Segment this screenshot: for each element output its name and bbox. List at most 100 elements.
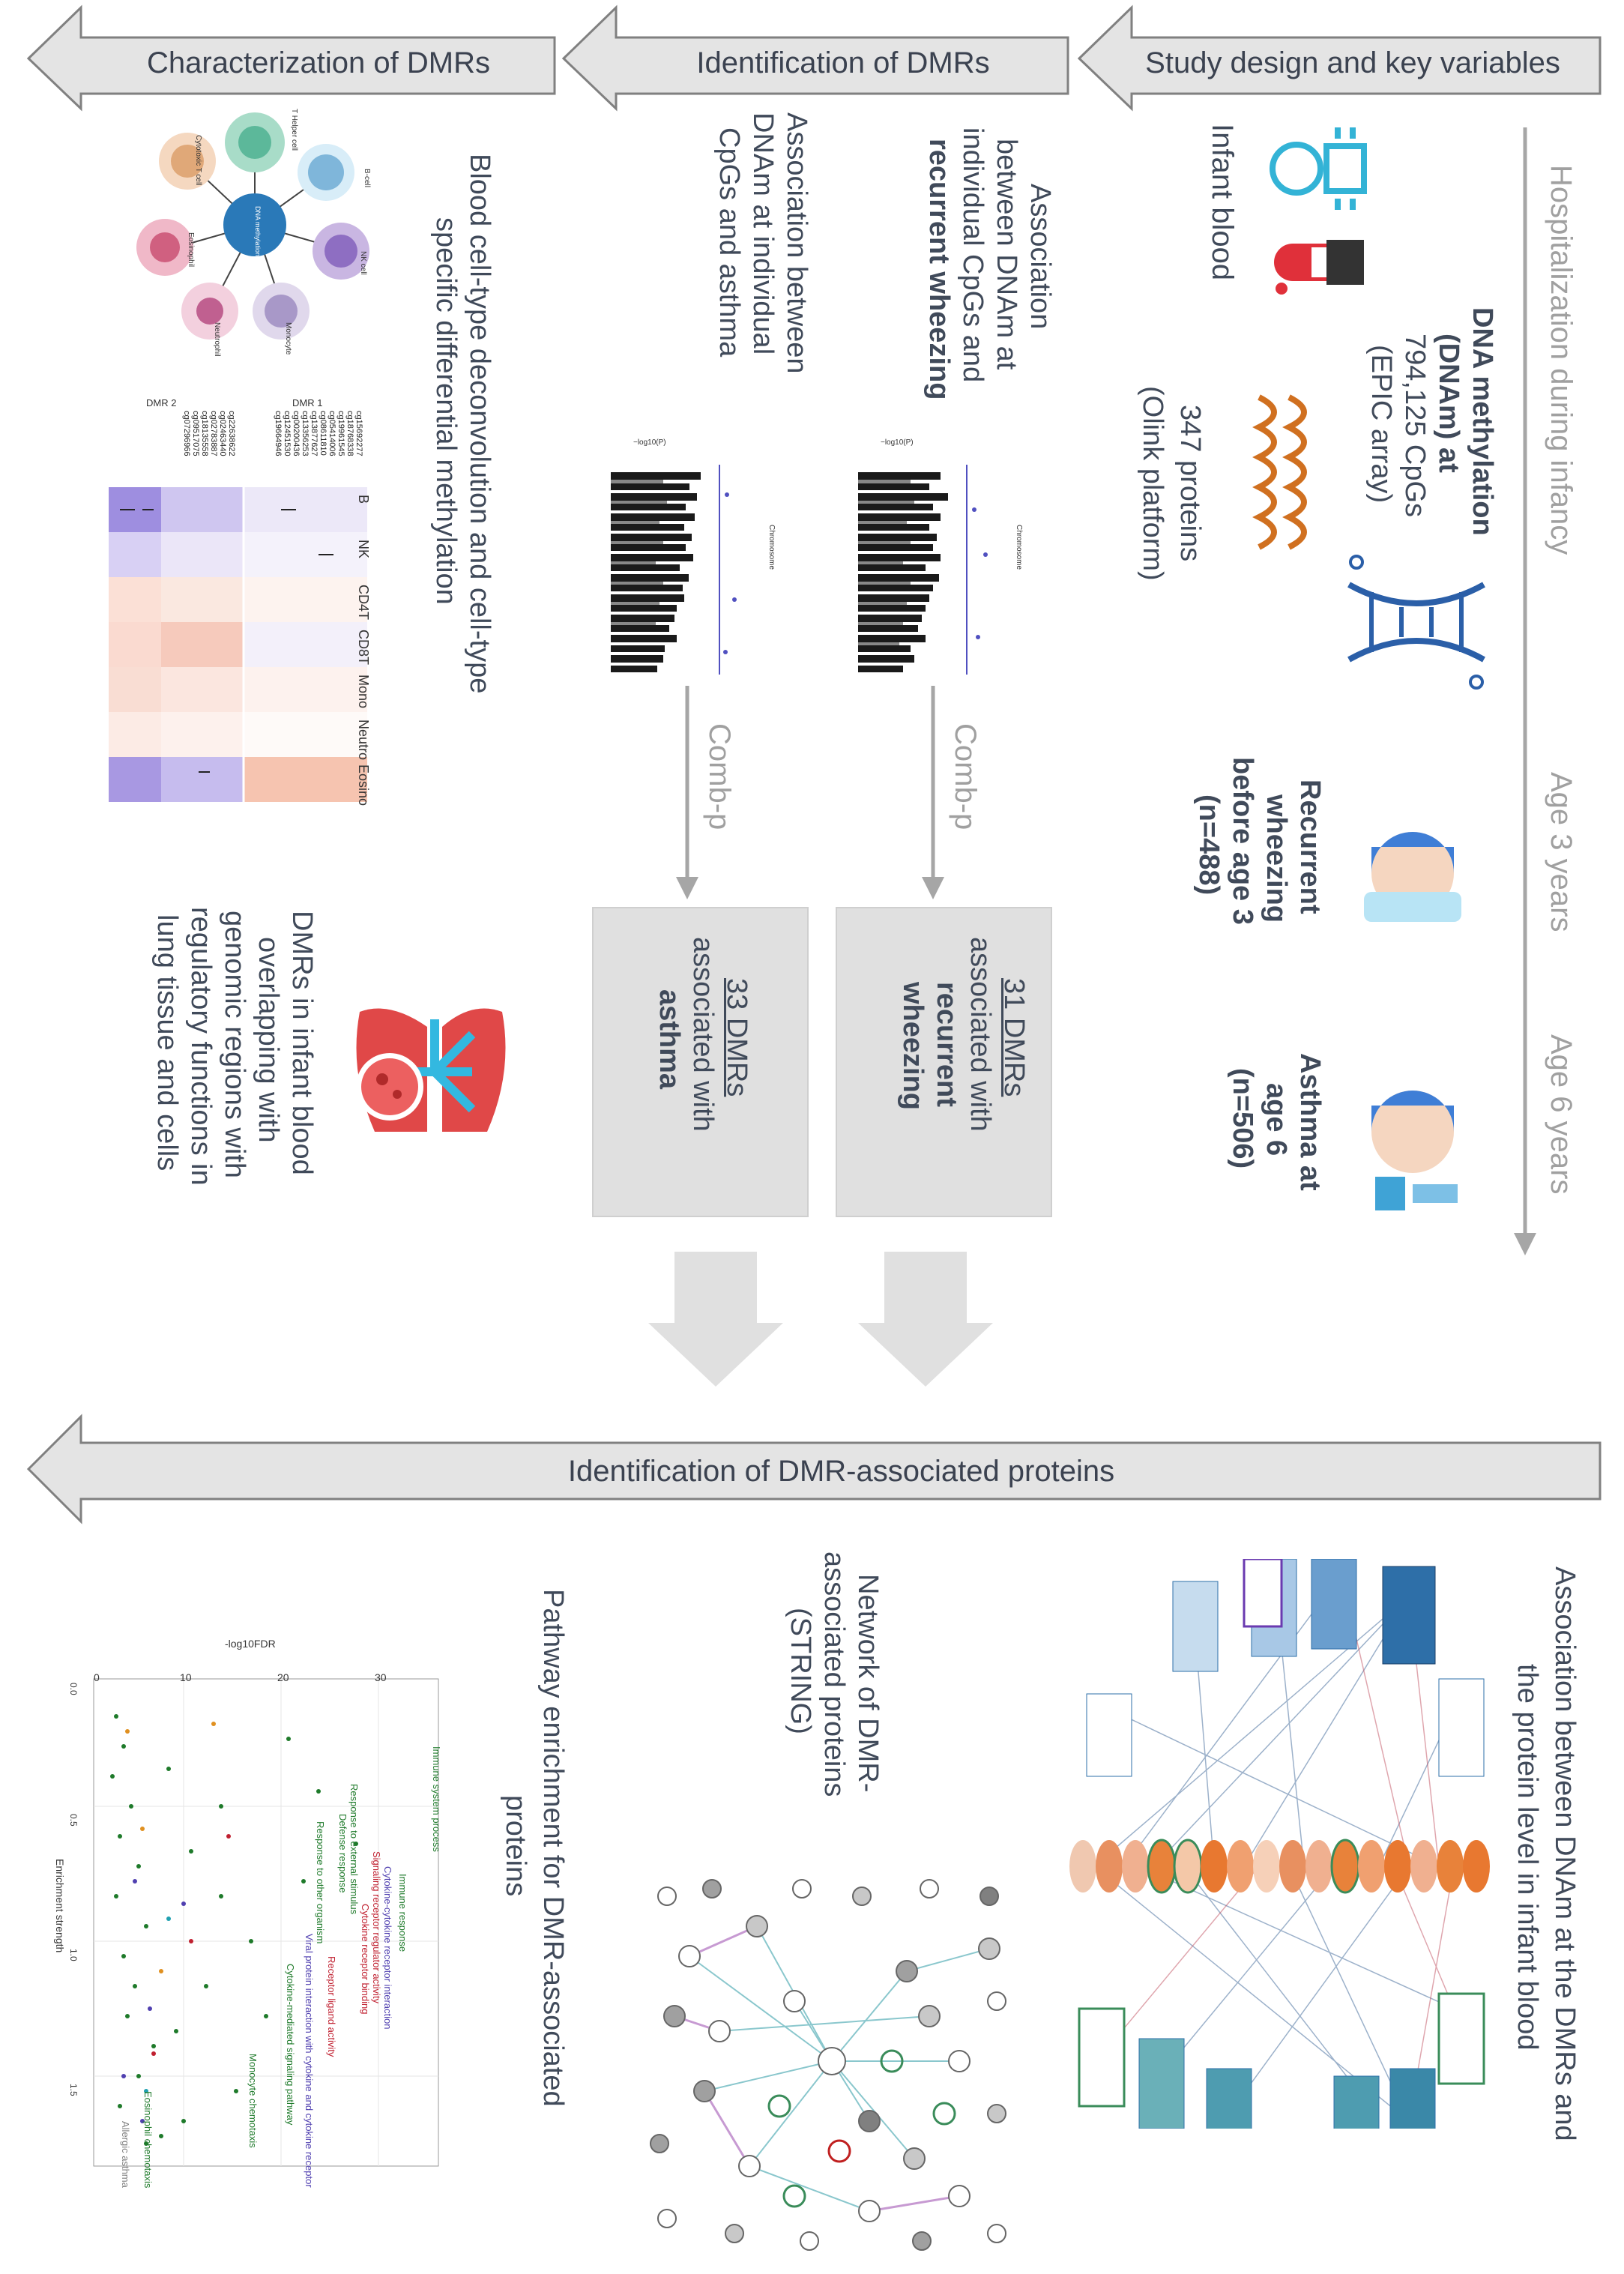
proteins-line1: 347 proteins (1174, 405, 1206, 562)
heatmap-group-dmr2: DMR 2 (146, 397, 177, 408)
pathway-term: Response to other organism (315, 1821, 326, 1944)
cell-label-eosinophil: Eosinophil (187, 232, 195, 268)
string-line2: associated proteins (818, 1551, 850, 1797)
heatmap-row: cg19664946 (274, 411, 283, 456)
asthma-assoc-line2: DNAm at individual (747, 112, 779, 355)
characterization-label: Characterization of DMRs (147, 46, 490, 79)
study-design-arrow (1077, 4, 1602, 112)
heatmap (109, 487, 367, 802)
wheezing-line1: Recurrent (1294, 779, 1326, 914)
network-title-line1: Association between DNAm at the DMRs and (1549, 1566, 1581, 2141)
dnam-line2: (DNAm) at (1433, 334, 1464, 473)
heatmap-row: cg18135558 (200, 411, 209, 456)
pathway-ytick-15: 1.5 (68, 2084, 79, 2096)
dnam-line3: 794,125 CpGs (1399, 334, 1431, 518)
heatmap-row: cg13877627 (310, 411, 319, 456)
wheezing-child-icon (1364, 832, 1461, 922)
combp-arrow-asthma-head (676, 877, 698, 899)
pathway-term: Defense response (337, 1814, 348, 1893)
center-cell-label: DNA methylation (254, 206, 262, 257)
wheezing-line4: (n=488) (1193, 794, 1225, 896)
pathway-term: Cytokine receptor binding (360, 1904, 371, 2015)
asthma-child-icon (1371, 1091, 1458, 1210)
pathway-term: Signaling receptor regulator activity (371, 1851, 382, 2004)
infant-icon (1270, 127, 1367, 210)
cell-types-diagram (136, 112, 369, 340)
asthma-line1: Asthma at (1294, 1053, 1326, 1191)
dmr-asthma-box (592, 907, 809, 1217)
manhattan-asthma-ylabel: −log10(P) (633, 438, 666, 447)
heatmap-row: cg00200436 (292, 411, 301, 456)
heatmap-col-b: B (356, 495, 371, 504)
timeline-hospitalization: Hospitalization during infancy (1545, 165, 1578, 555)
heatmap-row: cg19961545 (336, 411, 345, 456)
heatmap-row: cg07296966 (182, 411, 191, 456)
lung-line2: overlapping with (253, 937, 284, 1143)
manhattan-wheeze-xlabel: Chromosome (1015, 525, 1023, 570)
dnam-line1: DNA methylation (1467, 307, 1498, 536)
lung-line4: regulatory functions in (185, 907, 217, 1186)
wheezing-line3: before age 3 (1227, 757, 1258, 925)
pathway-xlabel: -log10FDR (225, 1638, 276, 1650)
pathway-ylabel: Enrichment strength (54, 1859, 66, 1953)
blood-tube-icon (1274, 240, 1364, 295)
pathway-term: Viral protein interaction with cytokine … (304, 1934, 315, 2188)
protein-icon (1252, 394, 1307, 550)
pathway-term: Immune response (397, 1874, 408, 1952)
cell-label-cytotoxic: Cytotoxic T cell (194, 135, 202, 186)
lung-line3: genomic regions with (219, 911, 250, 1178)
heatmap-col-mono: Mono (356, 675, 371, 709)
pathway-xtick-0: 0 (94, 1671, 100, 1683)
cell-label-monocyte: Monocyte (284, 322, 292, 355)
asthma-assoc-line3: CpGs and asthma (713, 127, 745, 358)
dmr-wheeze-line2: associated with (965, 937, 996, 1132)
pathway-term: Eosinophil chemotaxis (142, 2091, 154, 2189)
timeline-arrowhead (1514, 1233, 1536, 1255)
dmr-protein-network (1069, 1559, 1490, 2129)
pathway-term: Receptor ligand activity (326, 1956, 337, 2057)
proteins-line2: (Olink platform) (1137, 386, 1168, 581)
combp-arrow-wheeze-head (922, 877, 944, 899)
dna-icon (1347, 555, 1485, 690)
cell-label-neutrophil: Neutrophil (213, 322, 221, 357)
timeline-age6: Age 6 years (1545, 1034, 1578, 1195)
pathway-term: Cytokine-cytokine receptor interaction (382, 1866, 393, 2030)
deconv-line2: specific differential methylation (430, 217, 462, 605)
dmr-wheeze-box (836, 907, 1052, 1217)
pathway-xtick-10: 10 (180, 1671, 192, 1683)
proteins-label: Identification of DMR-associated protein… (567, 1455, 1115, 1488)
heatmap-row: cg13356253 (301, 411, 310, 456)
dmr-wheeze-line4: wheezing (897, 982, 929, 1111)
wheeze-assoc-line4: recurrent wheezing (923, 139, 955, 400)
pathway-term: Immune system process (431, 1746, 442, 1852)
proteins-arrow (26, 1414, 1602, 1524)
pathway-line1: Pathway enrichment for DMR-associated (537, 1589, 569, 2107)
manhattan-wheeze-ylabel: −log10(P) (881, 438, 914, 447)
cell-label-b-cell: B-cell (363, 169, 371, 188)
lung-line1: DMRs in infant blood (286, 911, 318, 1175)
manhattan-plot-asthma (611, 465, 737, 675)
heatmap-row: cg02463440 (218, 411, 227, 456)
pathway-line2: proteins (500, 1795, 531, 1897)
lung-line5: lung tissue and cells (151, 914, 183, 1171)
pathway-xtick-30: 30 (375, 1671, 387, 1683)
pathway-term: Allergic asthma (120, 2121, 131, 2188)
study-design-label: Study design and key variables (1145, 46, 1560, 79)
heatmap-col-cd4t: CD4T (356, 585, 371, 621)
wheeze-assoc-line2: between DNAm at (991, 139, 1022, 370)
asthma-line2: age 6 (1261, 1083, 1292, 1156)
heatmap-col-cd8t: CD8T (356, 630, 371, 666)
heatmap-row-labels: cg15692277 cg18768338 cg19961545 cg05414… (109, 411, 371, 471)
down-arrow-wheeze (858, 1252, 993, 1387)
cell-label-nk-cell: NK cell (359, 251, 367, 275)
wheezing-line2: wheezing (1261, 794, 1292, 923)
characterization-arrow (26, 4, 556, 112)
lung-icon (356, 1008, 506, 1132)
heatmap-col-nk: NK (356, 540, 371, 559)
cell-label-t-helper: T Helper cell (290, 109, 298, 151)
pathway-term: Monocyte chemotaxis (247, 2054, 259, 2148)
down-arrow-asthma (648, 1252, 783, 1387)
heatmap-row: cg12451530 (283, 411, 292, 456)
asthma-line3: (n=506) (1227, 1068, 1258, 1169)
